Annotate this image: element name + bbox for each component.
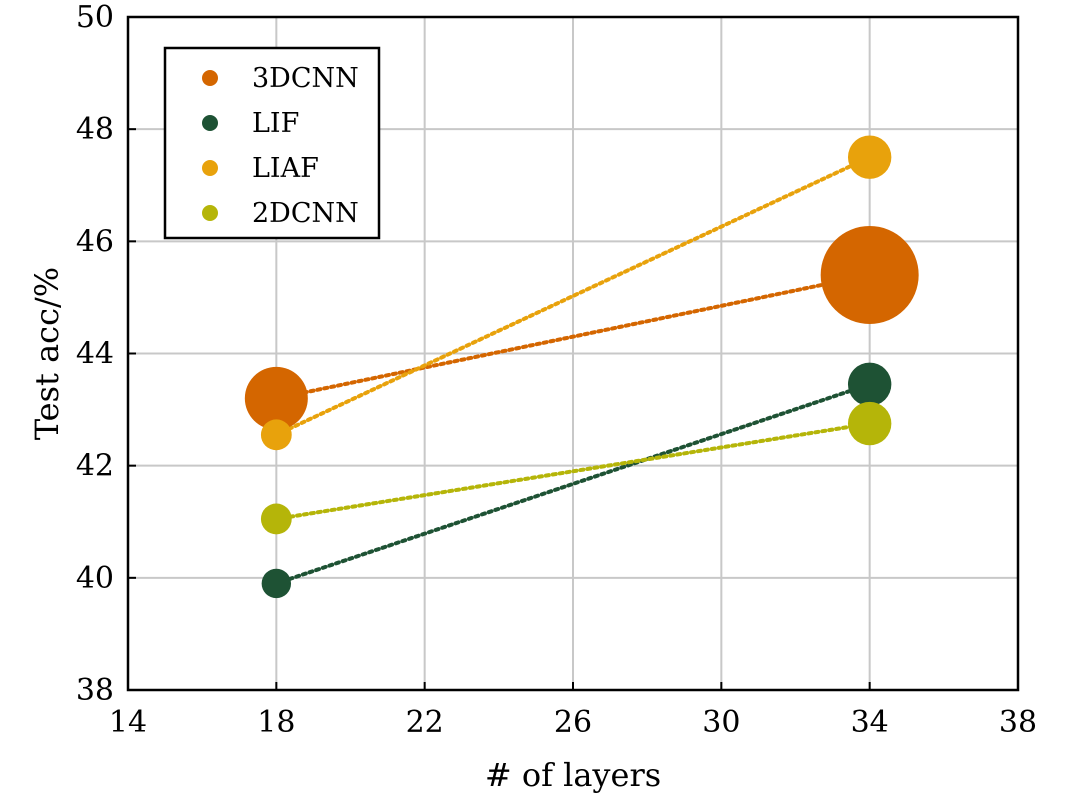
bubble-liaf bbox=[260, 419, 292, 451]
x-tick-label: 26 bbox=[554, 705, 592, 740]
x-tick-label: 14 bbox=[109, 705, 147, 740]
y-tick-label: 50 bbox=[76, 0, 114, 35]
bubble-3dcnn bbox=[244, 366, 308, 430]
y-axis-label: Test acc/% bbox=[28, 267, 66, 440]
series-connectors bbox=[274, 155, 872, 586]
connector-liaf bbox=[274, 155, 872, 437]
x-tick-label: 38 bbox=[999, 705, 1037, 740]
legend-marker-2dcnn bbox=[202, 205, 218, 221]
y-tick-label: 44 bbox=[76, 337, 114, 372]
bubble-2dcnn bbox=[260, 503, 292, 535]
legend-label-3dcnn: 3DCNN bbox=[252, 63, 359, 94]
legend-box bbox=[163, 46, 381, 240]
y-tick-label: 46 bbox=[76, 224, 114, 259]
legend-label-2dcnn: 2DCNN bbox=[252, 198, 359, 229]
y-tick-labels: 38 40 42 44 46 48 50 bbox=[76, 0, 136, 708]
y-tick-label: 40 bbox=[76, 561, 114, 596]
legend: 3DCNN LIF LIAF 2DCNN bbox=[163, 46, 381, 240]
y-tick-label: 48 bbox=[76, 112, 114, 147]
y-tick-label: 42 bbox=[76, 449, 114, 484]
x-tick-labels: 14 18 22 26 30 34 38 bbox=[109, 682, 1037, 740]
x-tick-label: 30 bbox=[702, 705, 740, 740]
bubbles bbox=[244, 135, 919, 599]
x-axis-label: # of layers bbox=[485, 756, 661, 794]
y-tick-label: 38 bbox=[76, 673, 114, 708]
x-tick-label: 34 bbox=[851, 705, 889, 740]
bubble-liaf bbox=[847, 135, 892, 179]
x-tick-label: 22 bbox=[406, 705, 444, 740]
bubble-3dcnn bbox=[820, 225, 919, 324]
connector-lif bbox=[274, 382, 872, 586]
bubble-2dcnn bbox=[847, 401, 892, 446]
x-tick-label: 18 bbox=[257, 705, 295, 740]
legend-marker-3dcnn bbox=[202, 70, 218, 86]
connector-3dcnn bbox=[274, 272, 872, 401]
legend-marker-lif bbox=[202, 115, 218, 131]
legend-marker-liaf bbox=[202, 160, 218, 176]
bubble-lif bbox=[261, 568, 292, 599]
bubble-lif bbox=[847, 362, 892, 407]
connector-2dcnn bbox=[274, 421, 872, 521]
legend-label-lif: LIF bbox=[252, 108, 299, 139]
legend-label-liaf: LIAF bbox=[252, 153, 319, 184]
